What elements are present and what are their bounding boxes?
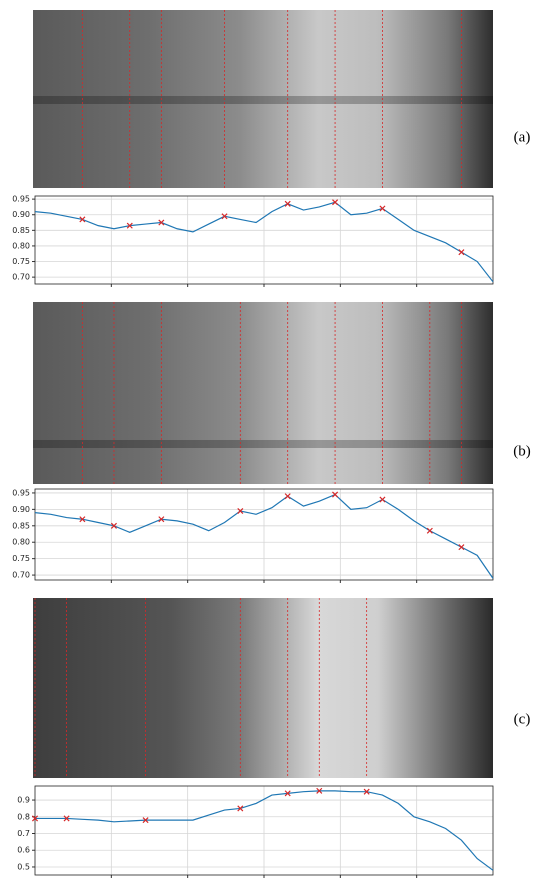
panel-label: (c) <box>514 711 531 727</box>
y-tick-label: 0.80 <box>12 538 30 547</box>
x-marker <box>221 213 228 220</box>
x-marker <box>458 249 465 256</box>
x-marker <box>379 205 386 212</box>
x-marker <box>110 522 117 529</box>
spectrogram-image <box>33 598 493 778</box>
x-marker <box>158 516 165 523</box>
y-tick-label: 0.7 <box>17 829 30 838</box>
panel-label: (a) <box>514 129 531 145</box>
y-tick-label: 0.9 <box>17 796 30 805</box>
x-marker <box>316 787 323 794</box>
x-marker <box>332 491 339 498</box>
image-band <box>33 96 493 104</box>
image-band <box>33 440 493 448</box>
y-tick-label: 0.90 <box>12 505 30 514</box>
x-marker <box>142 817 149 824</box>
x-marker <box>284 493 291 500</box>
plot-frame <box>34 785 494 876</box>
y-tick-label: 0.70 <box>12 273 30 282</box>
y-tick-label: 0.85 <box>12 521 30 530</box>
x-marker <box>458 544 465 551</box>
y-tick-label: 0.75 <box>12 257 30 266</box>
line-series <box>34 493 494 579</box>
y-tick-label: 0.6 <box>17 846 30 855</box>
x-marker <box>237 805 244 812</box>
y-tick-label: 0.95 <box>12 488 30 497</box>
y-tick-label: 0.75 <box>12 554 30 563</box>
x-marker <box>284 790 291 797</box>
x-marker <box>379 496 386 503</box>
spectrogram-image <box>33 302 493 484</box>
line-series <box>35 790 494 871</box>
x-marker <box>284 200 291 207</box>
panel-label: (b) <box>513 443 531 459</box>
y-tick-label: 0.90 <box>12 210 30 219</box>
y-tick-label: 0.8 <box>17 812 30 821</box>
y-tick-label: 0.70 <box>12 571 30 580</box>
x-marker <box>426 527 433 534</box>
y-tick-label: 0.5 <box>17 862 30 871</box>
x-marker <box>126 222 133 229</box>
x-marker <box>79 516 86 523</box>
y-tick-label: 0.85 <box>12 226 30 235</box>
y-tick-label: 0.95 <box>12 195 30 204</box>
y-tick-label: 0.80 <box>12 241 30 250</box>
x-marker <box>332 199 339 206</box>
x-marker <box>158 219 165 226</box>
x-marker <box>363 788 370 795</box>
x-marker <box>31 815 39 822</box>
x-marker <box>79 216 86 223</box>
plot-frame <box>34 488 494 581</box>
plot-frame <box>34 195 494 285</box>
x-marker <box>237 507 244 515</box>
x-marker <box>63 815 70 822</box>
line-series <box>34 201 494 283</box>
spectrogram-image <box>33 10 493 188</box>
